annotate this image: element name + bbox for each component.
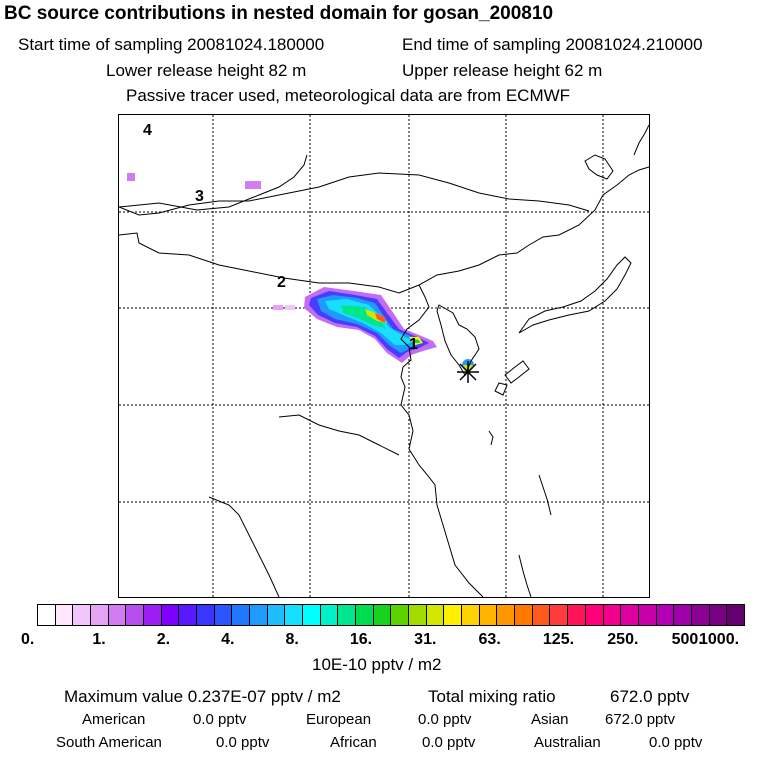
region-australian-name: Australian [534,734,601,751]
colorbar-cell [285,605,304,625]
colorbar-tick-label: 31. [414,631,437,648]
plot-title: BC source contributions in nested domain… [4,3,554,24]
colorbar-units: 10E-10 pptv / m2 [312,655,442,674]
colorbar-tick-label: 4. [221,631,235,648]
colorbar-tick-label: 125. [542,631,575,648]
colorbar-cell [603,605,622,625]
region-south-american-name: South American [56,734,162,751]
colorbar-cell [656,605,675,625]
colorbar-cell [267,605,286,625]
colorbar-cell [108,605,127,625]
colorbar-cell [197,605,215,625]
coastlines [119,124,649,597]
trajectory-label-1: 1 [409,336,418,353]
colorbar-cell [391,605,410,625]
region-european-name: European [306,711,372,728]
region-south-american-value: 0.0 pptv [216,734,270,751]
tracer-note: Passive tracer used, meteorological data… [126,86,571,105]
colorbar-cell [585,605,604,625]
start-time: Start time of sampling 20081024.180000 [18,35,325,54]
colorbar-cell [161,605,180,625]
colorbar-cell [356,605,374,625]
colorbar-cell [250,605,268,625]
region-american-name: American [82,711,146,728]
trajectory-label-2: 2 [277,274,286,291]
asterisk-star-icon [457,361,479,383]
colorbar-cell [73,605,92,625]
lower-release-height: Lower release height 82 m [106,61,307,80]
colorbar-tick-label: 16. [349,631,373,648]
colorbar-cell [674,605,692,625]
colorbar-tick-label: 1. [92,631,106,648]
colorbar-tick-label: 8. [285,631,299,648]
colorbar-cell [444,605,463,625]
colorbar-cell [532,605,551,625]
colorbar-cell [144,605,162,625]
colorbar-cell [479,605,498,625]
map-canvas: 4 3 2 1 [119,115,649,597]
colorbar-cell [338,605,357,625]
total-mixing-ratio-label: Total mixing ratio [428,687,556,706]
colorbar-cell [55,605,74,625]
trajectory-label-4: 4 [143,122,152,139]
colorbar-cell [709,605,728,625]
colorbar-cell [373,605,392,625]
colorbar-cell [426,605,445,625]
map-panel: 4 3 2 1 [118,114,650,598]
upper-release-height: Upper release height 62 m [402,61,603,80]
colorbar-cell [550,605,569,625]
colorbar-cell [497,605,516,625]
maximum-value: Maximum value 0.237E-07 pptv / m2 [64,687,341,706]
colorbar-cell [214,605,233,625]
total-mixing-ratio-value: 672.0 pptv [610,687,690,706]
region-asian-value: 672.0 pptv [605,711,676,728]
region-african-name: African [330,734,377,751]
colorbar-cell [232,605,251,625]
end-time: End time of sampling 20081024.210000 [402,35,703,54]
region-european-value: 0.0 pptv [418,711,472,728]
colorbar-cell [462,605,480,625]
colorbar-cell [38,605,56,625]
colorbar-cell [515,605,533,625]
colorbar-cell [409,605,427,625]
plume-shading [127,173,474,371]
colorbar-tick-label: 1000. [699,631,740,648]
colorbar-tick-label: 250. [607,631,639,648]
colorbar-cell [638,605,657,625]
colorbar-cell [568,605,586,625]
colorbar-tick-label: 500. [671,631,703,648]
region-african-value: 0.0 pptv [422,734,476,751]
colorbar-cell [727,605,744,625]
colorbar-cell [621,605,639,625]
colorbar-tick-label: 63. [478,631,501,648]
colorbar-cell [126,605,145,625]
trajectory-label-3: 3 [195,188,204,205]
region-australian-value: 0.0 pptv [649,734,703,751]
colorbar-cell [179,605,198,625]
colorbar-cell [91,605,109,625]
colorbar-tick-label: 2. [156,631,171,648]
region-american-value: 0.0 pptv [193,711,247,728]
region-asian-name: Asian [531,711,569,728]
colorbar-cell [691,605,710,625]
colorbar-cell [320,605,339,625]
colorbar [37,604,745,626]
map-grid [119,115,649,597]
colorbar-tick-label: 0. [21,631,35,648]
colorbar-cell [303,605,321,625]
